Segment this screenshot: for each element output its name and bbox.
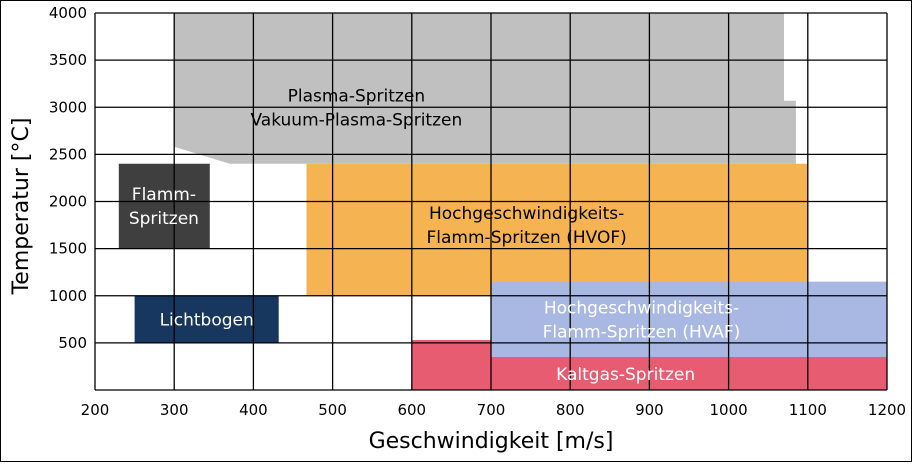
region-label-hvaf-1: Hochgeschwindigkeits- bbox=[544, 298, 739, 318]
axes-layer bbox=[94, 13, 887, 391]
region-labels-layer: Plasma-Spritzen Vakuum-Plasma-Spritzen Fla… bbox=[129, 86, 740, 385]
y-tick-label-4000: 4000 bbox=[49, 4, 87, 22]
region-lichtbogen bbox=[134, 295, 279, 343]
region-label-flamm-1: Flamm- bbox=[132, 185, 196, 205]
region-hvaf bbox=[491, 281, 887, 357]
x-tick-label-700: 700 bbox=[477, 401, 506, 419]
region-label-lichtbogen-1: Lichtbogen bbox=[160, 310, 254, 330]
y-tick-label-3000: 3000 bbox=[49, 98, 87, 116]
y-tick-label-2500: 2500 bbox=[49, 145, 87, 163]
x-tick-label-200: 200 bbox=[81, 401, 110, 419]
region-label-plasma-2: Vakuum-Plasma-Spritzen bbox=[250, 110, 462, 130]
y-tick-label-3500: 3500 bbox=[49, 51, 87, 69]
region-label-plasma-1: Plasma-Spritzen bbox=[288, 86, 425, 106]
x-tick-label-1100: 1100 bbox=[789, 401, 827, 419]
region-label-hvof-2: Flamm-Spritzen (HVOF) bbox=[427, 228, 627, 248]
region-label-flamm-2: Spritzen bbox=[129, 209, 199, 229]
region-plasma bbox=[174, 13, 796, 164]
y-tick-label-500: 500 bbox=[58, 334, 87, 352]
region-label-hvaf-2: Flamm-Spritzen (HVAF) bbox=[543, 322, 741, 342]
x-axis-title: Geschwindigkeit [m/s] bbox=[369, 429, 614, 454]
region-flamm bbox=[118, 163, 210, 249]
x-tick-label-900: 900 bbox=[635, 401, 664, 419]
x-tick-label-1200: 1200 bbox=[868, 401, 906, 419]
x-tick-label-600: 600 bbox=[397, 401, 426, 419]
region-label-kaltgas-1: Kaltgas-Spritzen bbox=[556, 365, 695, 385]
y-tick-label-1000: 1000 bbox=[49, 287, 87, 305]
y-tick-label-1500: 1500 bbox=[49, 240, 87, 258]
y-tick-label-2000: 2000 bbox=[49, 193, 87, 211]
x-tick-label-300: 300 bbox=[160, 401, 189, 419]
x-tick-label-800: 800 bbox=[556, 401, 585, 419]
region-label-hvof-1: Hochgeschwindigkeits- bbox=[429, 204, 624, 224]
x-tick-label-1000: 1000 bbox=[710, 401, 748, 419]
tick-labels-layer: 200 300 400 500 600 700 800 900 1000 1100 1200 500 1… bbox=[49, 4, 906, 419]
y-axis-title: Temperatur [°C] bbox=[9, 118, 34, 296]
grid-layer bbox=[95, 12, 888, 390]
x-tick-label-400: 400 bbox=[239, 401, 268, 419]
x-tick-label-500: 500 bbox=[318, 401, 347, 419]
region-hvof bbox=[306, 163, 808, 296]
